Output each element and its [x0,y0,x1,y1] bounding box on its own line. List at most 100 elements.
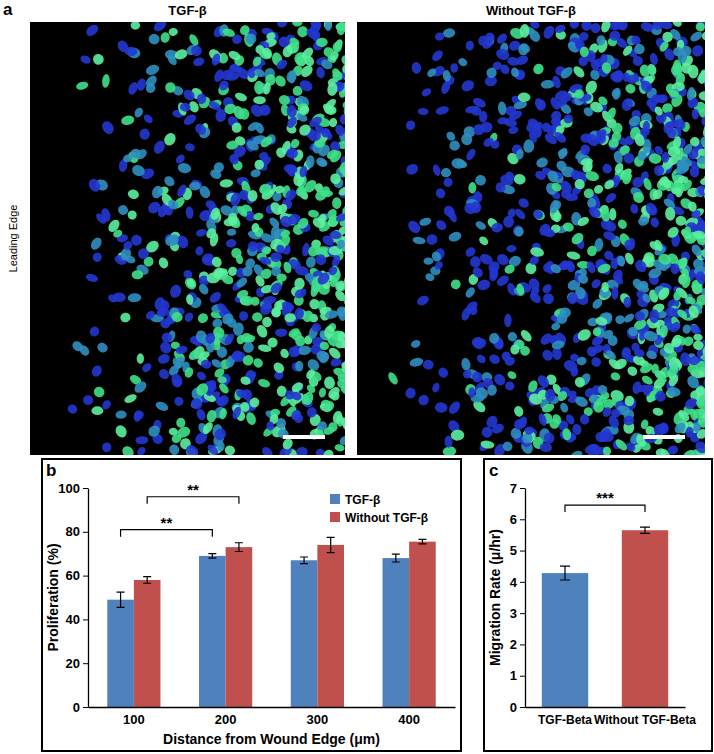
nucleus [175,183,188,198]
nucleus [511,224,525,238]
nucleus [682,324,691,334]
nucleus [686,86,696,101]
nucleus [245,138,260,152]
nucleus [497,101,507,115]
nucleus [238,23,251,37]
nucleus [609,371,621,382]
x-axis-line [526,707,686,708]
nucleus [645,349,658,360]
nucleus [585,260,597,275]
nucleus [127,81,140,96]
nucleus [343,143,345,158]
nucleus [298,78,315,94]
nucleus [217,382,230,396]
nucleus [79,54,92,65]
nucleus [157,256,170,270]
nucleus [235,254,243,264]
nucleus [318,213,328,225]
nucleus [184,142,195,152]
nucleus [273,73,288,88]
nucleus [621,170,633,185]
nucleus [479,121,493,134]
nucleus [171,311,184,323]
nucleus [277,35,291,49]
nucleus [592,326,602,337]
nucleus [169,372,184,389]
nucleus [688,355,700,366]
nucleus [404,119,417,132]
nucleus [339,114,345,125]
nucleus [275,22,290,30]
nucleus [474,220,487,232]
nucleus [265,420,275,431]
nucleus [455,159,468,170]
image-title: Without TGF-β [486,3,576,18]
nucleus [222,27,237,38]
nucleus [85,272,99,283]
nucleus [254,159,264,170]
nucleus [653,105,664,117]
nucleus [593,401,604,413]
y-tick-mark [83,619,88,620]
nucleus [566,262,576,273]
nucleus [587,198,597,209]
nucleus [460,306,472,321]
legend-swatch [330,494,340,504]
y-tick: 80 [66,524,88,539]
nucleus [274,301,283,311]
bar [291,560,318,707]
nucleus [510,344,520,355]
nucleus [700,115,705,129]
nucleus [250,168,262,178]
nucleus [679,61,694,76]
nucleus [289,137,301,150]
nucleus [513,405,525,418]
nucleus [627,114,642,128]
bar [542,573,588,707]
nucleus [699,136,705,147]
nucleus [495,252,511,268]
nucleus [168,283,183,299]
nucleus [461,133,473,146]
nucleus [679,44,694,59]
nucleus [176,417,186,428]
nucleus [580,22,593,32]
nucleus [194,245,204,256]
nucleus [698,91,705,102]
y-tick: 40 [66,612,88,627]
nucleus [404,386,418,400]
y-tick-mark [520,707,525,708]
nucleus [271,360,286,375]
nucleus [424,272,435,282]
y-tick-label: 0 [510,700,517,715]
nucleus [194,381,211,398]
nucleus [195,408,207,422]
nucleus [435,105,450,116]
nucleus [666,386,681,398]
nucleus [600,208,611,223]
nucleus [535,156,550,169]
nucleus [298,345,312,356]
y-tick: 5 [510,543,525,558]
nucleus [588,441,604,455]
nucleus [336,22,345,36]
nucleus [257,378,271,389]
nucleus [620,96,635,112]
nucleus [690,243,704,258]
nucleus [672,136,682,150]
nucleus [289,408,303,422]
nucleus [481,38,494,50]
nucleus [571,423,582,436]
x-tick-label: 300 [307,712,329,727]
nucleus [140,361,153,374]
nucleus [604,191,618,205]
nucleus [702,346,705,357]
nucleus [470,256,481,268]
nucleus [470,335,484,348]
nucleus [328,171,343,186]
nucleus [135,436,148,445]
x-axis: TGF-BetaWithout TGF-Beta [526,708,697,727]
nucleus [295,307,304,319]
nucleus [226,211,238,224]
nucleus [290,381,305,394]
